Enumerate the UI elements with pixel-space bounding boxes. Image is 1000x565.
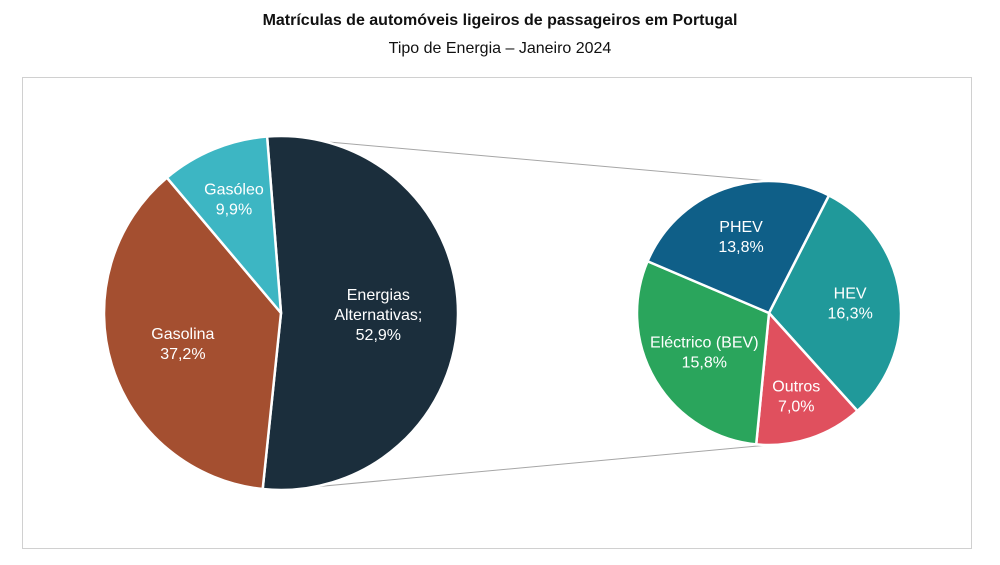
data-label-outros: Outros 7,0%	[772, 379, 820, 416]
data-label-electrico-bev: Eléctrico (BEV) 15,8%	[650, 334, 758, 371]
data-label-hev: HEV 16,3%	[827, 285, 872, 322]
data-label-phev: PHEV 13,8%	[718, 219, 763, 256]
data-label-energias-alternativas: Energias Alternativas; 52,9%	[334, 287, 422, 344]
pie-2: HEV 16,3% Outros 7,0% Eléctrico (BEV) 15,8% PH…	[635, 179, 903, 447]
slice-electrico-bev	[635, 259, 771, 446]
slice-outros	[754, 311, 859, 447]
slice-gasoleo	[165, 135, 283, 315]
connector-top	[267, 136, 770, 182]
slice-energias-alternativas	[261, 134, 460, 492]
connector-lines	[267, 136, 770, 491]
pie-1: Energias Alternativas; 52,9% Gasolina 37,2% G…	[102, 134, 460, 492]
connector-bottom	[280, 444, 770, 491]
data-label-gasoleo: Gasóleo 9,9%	[204, 181, 264, 218]
chart-title: Matrículas de automóveis ligeiros de pas…	[262, 12, 738, 29]
slice-gasolina	[102, 176, 283, 491]
chart-subtitle: Tipo de Energia – Janeiro 2024	[388, 40, 612, 57]
slice-phev	[646, 179, 831, 315]
chart-area	[22, 77, 972, 549]
data-label-gasolina: Gasolina 37,2%	[151, 326, 214, 363]
